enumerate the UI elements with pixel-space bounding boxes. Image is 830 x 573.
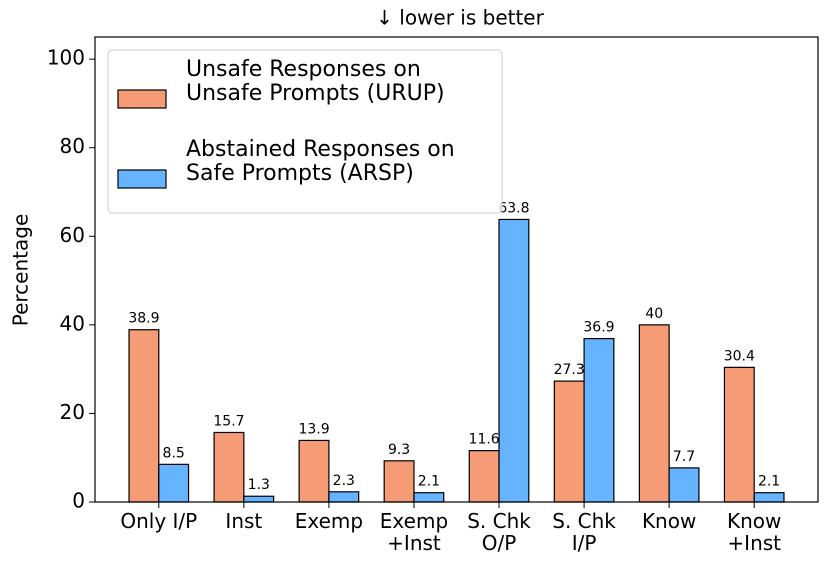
y-tick-label: 60	[60, 223, 85, 247]
y-tick-label: 40	[60, 311, 85, 335]
y-tick-label: 0	[72, 489, 85, 513]
value-label: 2.3	[333, 473, 355, 489]
value-label: 38.9	[128, 311, 159, 327]
y-axis-label: Percentage	[9, 214, 33, 327]
bar	[213, 431, 245, 503]
bar	[158, 463, 190, 503]
value-label: 11.6	[469, 432, 500, 448]
bar	[413, 492, 445, 503]
bar	[553, 380, 585, 503]
value-label: 40	[645, 306, 663, 322]
bar	[468, 450, 500, 503]
legend-box	[107, 49, 503, 214]
x-tick-label: Exemp	[294, 509, 364, 533]
x-tick-label: Know	[641, 509, 697, 533]
x-tick-label: S. Chk O/P	[467, 509, 531, 555]
value-label: 13.9	[298, 421, 329, 437]
value-label: 8.5	[163, 445, 185, 461]
y-tick-label: 80	[60, 134, 85, 158]
legend-label: Abstained Responses on Safe Prompts (ARS…	[186, 137, 455, 187]
chart-title: ↓ lower is better	[376, 6, 544, 30]
bar	[243, 495, 275, 503]
value-label: 27.3	[554, 362, 585, 378]
legend-swatch	[117, 89, 167, 109]
value-label: 2.1	[418, 474, 440, 490]
bar	[128, 329, 160, 503]
bar	[298, 439, 330, 503]
x-tick-label: Exemp +Inst	[379, 509, 449, 555]
x-tick-label: Only I/P	[120, 509, 198, 533]
bar	[583, 337, 615, 503]
value-label: 9.3	[388, 442, 410, 458]
bar	[328, 491, 360, 503]
value-label: 7.7	[673, 449, 695, 465]
x-tick-label: Inst	[225, 509, 263, 533]
y-tick-label: 100	[47, 46, 85, 70]
value-label: 2.1	[758, 474, 780, 490]
x-tick-label: S. Chk I/P	[552, 509, 616, 555]
bar	[383, 460, 415, 503]
x-tick-label: Know +Inst	[727, 509, 782, 555]
bar	[498, 218, 530, 503]
plot-frame	[94, 36, 819, 503]
bar	[638, 324, 670, 503]
value-label: 36.9	[583, 320, 614, 336]
value-label: 30.4	[724, 348, 755, 364]
bar	[723, 366, 755, 503]
bar	[668, 467, 700, 503]
value-label: 63.8	[498, 200, 529, 216]
legend-label: Unsafe Responses on Unsafe Prompts (URUP…	[186, 57, 445, 107]
value-label: 15.7	[213, 413, 244, 429]
y-tick-label: 20	[60, 400, 85, 424]
value-label: 1.3	[248, 477, 270, 493]
bar	[753, 492, 785, 503]
legend-swatch	[117, 169, 167, 189]
